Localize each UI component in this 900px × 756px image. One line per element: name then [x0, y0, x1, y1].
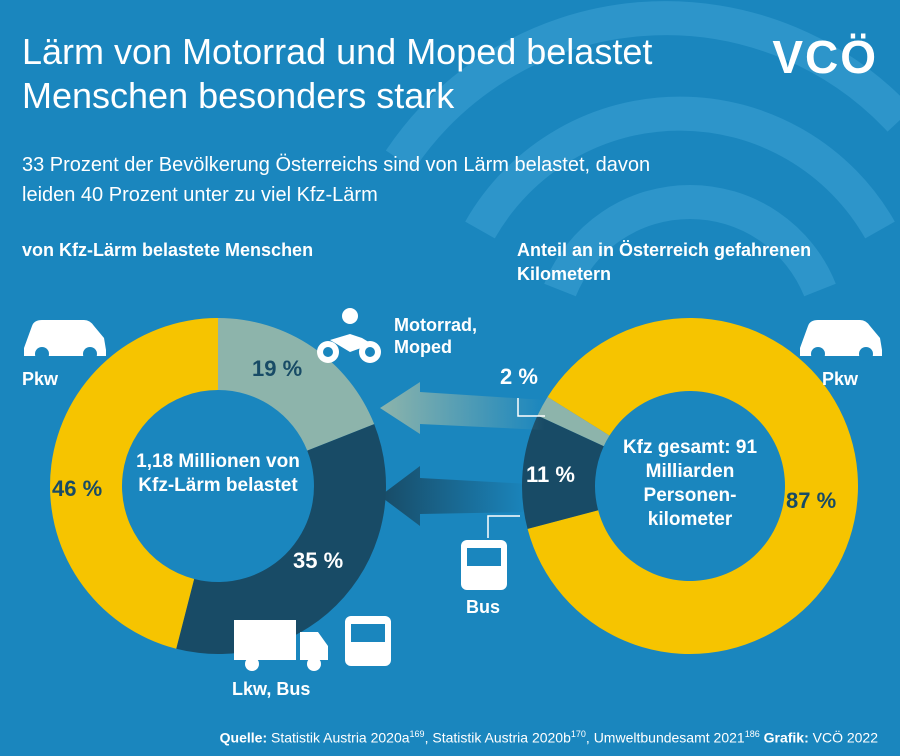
- source-sup: 170: [570, 729, 586, 740]
- arrow-dark: [380, 466, 530, 526]
- source-sup: 169: [409, 729, 425, 740]
- category-label: Pkw: [822, 369, 859, 389]
- leader: [517, 398, 545, 417]
- source-ref: Statistik Austria 2020a: [271, 730, 410, 746]
- category-label: Lkw, Bus: [232, 679, 311, 699]
- value-label: 35 %: [293, 548, 344, 573]
- value-label: 11 %: [526, 462, 575, 487]
- source-sup: 186: [744, 729, 760, 740]
- truck-icon: [234, 620, 328, 671]
- source-label: Quelle:: [219, 730, 268, 746]
- donut-segment: [176, 424, 386, 654]
- value-label: 19 %: [252, 356, 303, 381]
- logo: VCÖ: [772, 31, 878, 83]
- credit-label: Grafik:: [763, 730, 809, 746]
- car-icon: [24, 320, 882, 361]
- chart-title: Anteil an in Österreich gefahrenen Kilom…: [517, 240, 812, 284]
- subtitle: 33 Prozent der Bevölkerung Österreichs s…: [22, 154, 651, 206]
- center-label: 1,18 Millionen von Kfz-Lärm belastet: [136, 451, 300, 496]
- title: Lärm von Motorrad und Moped belastet Men…: [22, 31, 653, 116]
- donut-segment: [218, 318, 375, 451]
- category-label: Motorrad, Moped: [394, 315, 477, 357]
- source-ref: , Statistik Austria 2020b: [424, 730, 571, 746]
- donut-segment: [527, 318, 858, 654]
- donut-segment: [537, 396, 610, 447]
- donut-segment: [49, 318, 218, 649]
- donut-segment: [522, 415, 604, 529]
- source: Quelle: Statistik Austria 2020a169, Stat…: [220, 729, 878, 746]
- value-label: 46 %: [52, 476, 103, 501]
- category-label: Pkw: [22, 369, 59, 389]
- credit: VCÖ 2022: [812, 730, 878, 746]
- motorbike-icon: [317, 308, 381, 363]
- value-label: 87 %: [786, 488, 837, 513]
- arrow-light: [380, 382, 545, 434]
- bus-icon: [345, 540, 507, 666]
- source-ref: , Umweltbundesamt 2021: [585, 730, 745, 746]
- leader: [487, 515, 520, 538]
- decor-arcs: [385, 1, 900, 297]
- value-label: 2 %: [500, 364, 538, 389]
- center-label: Kfz gesamt: 91 Milliarden Personen-kilom…: [622, 437, 758, 530]
- category-label: Bus: [466, 597, 501, 617]
- chart-title: von Kfz-Lärm belastete Menschen: [22, 240, 314, 260]
